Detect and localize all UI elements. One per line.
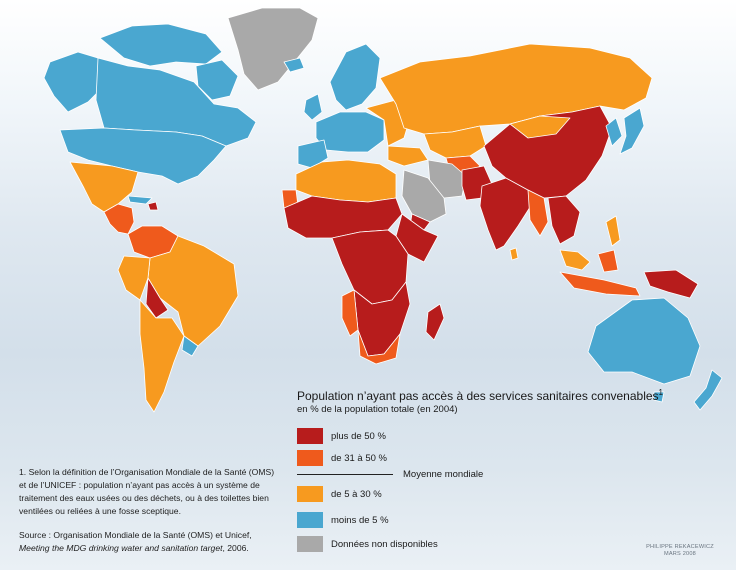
region-india <box>479 177 533 251</box>
region-korea-japan <box>605 107 645 155</box>
legend-label-over-50: plus de 50 % <box>331 430 386 442</box>
region-philippines <box>605 215 621 247</box>
legend-item-over-50: plus de 50 % <box>297 428 386 444</box>
region-australia <box>587 297 701 385</box>
footnote: 1. Selon la définition de l’Organisation… <box>19 466 281 518</box>
legend-swatch-31-50 <box>297 450 323 466</box>
region-bangladesh-myanmar <box>527 189 549 237</box>
region-greenland <box>227 7 319 91</box>
legend-item-under-5: moins de 5 % <box>297 512 389 528</box>
region-alaska <box>43 51 103 113</box>
region-turkey <box>387 145 429 167</box>
region-malaysia <box>559 249 591 271</box>
region-arctic-islands <box>99 23 223 67</box>
region-indonesia <box>559 249 641 297</box>
legend-item-31-50: de 31 à 50 % <box>297 450 387 466</box>
region-usa <box>59 127 227 185</box>
region-papua <box>643 269 699 299</box>
world-mean-line <box>297 473 393 475</box>
legend-item-no-data: Données non disponibles <box>297 536 438 552</box>
region-south-africa <box>357 329 401 365</box>
footnote-text: Selon la définition de l’Organisation Mo… <box>19 467 275 516</box>
footnote-number: 1. <box>19 467 27 477</box>
region-russia <box>379 43 653 135</box>
credit-author: PHILIPPE REKACEWICZ <box>646 544 714 550</box>
region-mongolia <box>509 115 571 139</box>
legend-swatch-no-data <box>297 536 323 552</box>
region-arabia <box>401 169 447 223</box>
region-iceland <box>283 57 305 73</box>
region-sahel-west <box>283 195 403 239</box>
world-mean-label: Moyenne mondiale <box>403 468 484 480</box>
region-central-africa <box>331 229 409 305</box>
legend-title-note: 1 <box>658 388 663 397</box>
legend-label-31-50: de 31 à 50 % <box>331 452 387 464</box>
legend-label-no-data: Données non disponibles <box>331 538 438 550</box>
region-argentina-chile <box>139 299 185 413</box>
region-angola-namibia <box>341 289 359 337</box>
region-tasmania <box>653 391 665 403</box>
region-central-america <box>103 203 135 235</box>
credit: PHILIPPE REKACEWICZ MARS 2008 <box>630 544 730 558</box>
legend-world-mean: Moyenne mondiale <box>297 468 483 480</box>
region-new-zealand <box>693 369 723 411</box>
region-cuba <box>127 195 153 205</box>
region-mexico <box>69 161 139 213</box>
region-uk <box>303 93 323 121</box>
source-title: Meeting the MDG drinking water and sanit… <box>19 543 223 553</box>
region-western-europe <box>315 111 385 153</box>
region-peru <box>117 255 151 301</box>
credit-date: MARS 2008 <box>664 551 696 557</box>
region-sri-lanka <box>509 247 519 261</box>
source-year: , 2006. <box>222 543 249 553</box>
region-uruguay <box>181 335 199 357</box>
legend-label-5-30: de 5 à 30 % <box>331 488 382 500</box>
region-southeast-asia <box>547 195 581 245</box>
region-kazakhstan <box>423 125 487 159</box>
source: Source : Organisation Mondiale de la San… <box>19 529 281 555</box>
legend-swatch-over-50 <box>297 428 323 444</box>
legend-title: Population n’ayant pas accès à des servi… <box>297 388 663 403</box>
legend-swatch-under-5 <box>297 512 323 528</box>
legend-subtitle: en % de la population totale (en 2004) <box>297 404 458 415</box>
legend: Population n’ayant pas accès à des servi… <box>297 386 697 552</box>
legend-label-under-5: moins de 5 % <box>331 514 389 526</box>
region-bolivia <box>145 277 169 319</box>
region-madagascar <box>425 303 445 341</box>
legend-item-5-30: de 5 à 30 % <box>297 486 382 502</box>
region-scandinavia <box>329 43 381 111</box>
source-label: Source : Organisation Mondiale de la San… <box>19 530 252 540</box>
legend-swatch-5-30 <box>297 486 323 502</box>
region-haiti <box>147 201 159 211</box>
